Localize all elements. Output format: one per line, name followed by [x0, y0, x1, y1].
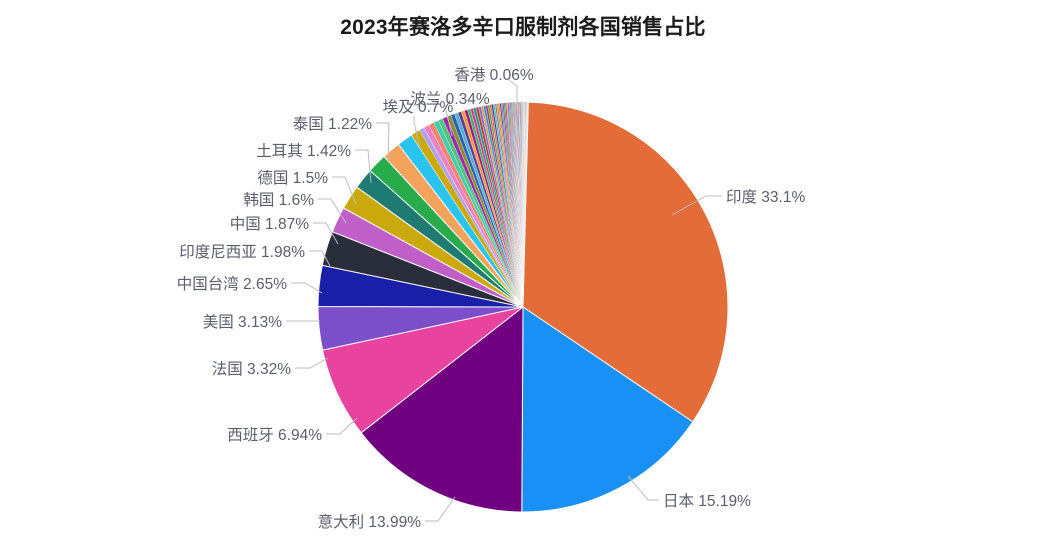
pie-slice-label: 土耳其 1.42%	[256, 143, 351, 160]
pie-slice-label: 印度 33.1%	[726, 189, 806, 206]
pie-slice[interactable]	[521, 306, 694, 513]
pie-leader-lines-group	[286, 79, 722, 522]
pie-slice-label: 印度尼西亚 1.98%	[179, 244, 305, 261]
pie-slice[interactable]	[360, 305, 524, 513]
pie-leader-line	[508, 79, 518, 104]
pie-leader-line	[445, 105, 453, 137]
pie-leader-line	[313, 222, 339, 245]
pie-leader-line	[291, 282, 323, 294]
pie-slice[interactable]	[522, 101, 729, 423]
pie-slice-label: 泰国 1.22%	[292, 116, 372, 133]
pie-leader-line	[332, 176, 357, 205]
pie-leader-line	[376, 122, 390, 163]
pie-slice-label: 西班牙 6.94%	[227, 427, 322, 444]
pie-slice-label: 韩国 1.6%	[243, 192, 314, 209]
pie-slices-group	[317, 101, 729, 513]
pie-leader-line	[326, 417, 358, 435]
pie-slice-label: 美国 3.13%	[202, 314, 282, 331]
pie-slice-label: 波兰 0.34%	[410, 91, 490, 108]
pie-leader-line	[318, 198, 347, 224]
pie-slice-label: 中国 1.87%	[229, 216, 309, 233]
pie-slice[interactable]	[522, 101, 529, 308]
pie-slice-label: 埃及 0.7%	[382, 99, 454, 116]
pie-leader-line	[627, 475, 659, 501]
pie-slice-label: 德国 1.5%	[257, 170, 328, 187]
pie-leader-line	[309, 250, 331, 267]
pie-leader-line	[413, 116, 421, 149]
pie-slice-label: 香港 0.06%	[454, 67, 534, 84]
pie-leader-line	[355, 149, 372, 184]
pie-slice-label: 意大利 13.99%	[317, 514, 421, 531]
pie-slice-label: 日本 15.19%	[663, 493, 751, 510]
pie-leader-line	[295, 357, 329, 369]
pie-leader-line	[425, 496, 456, 522]
pie-slice-label: 中国台湾 2.65%	[176, 276, 287, 293]
pie-slice-label: 法国 3.32%	[211, 361, 291, 378]
pie-leader-line	[671, 195, 722, 216]
chart-title: 2023年赛洛多辛口服制剂各国销售占比	[340, 16, 706, 39]
